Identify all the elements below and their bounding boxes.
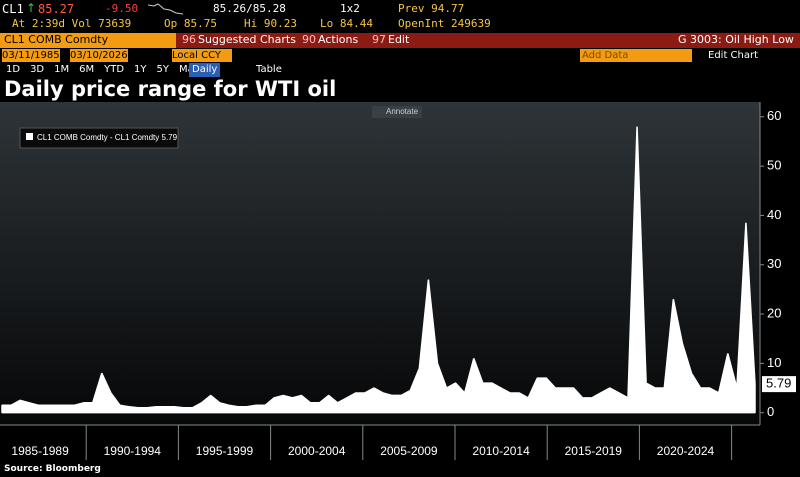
x-tick-label: 2000-2004 — [288, 444, 346, 458]
ticker: CL1 — [2, 2, 24, 16]
x-tick-label: 2020-2024 — [657, 444, 715, 458]
toolbar — [0, 33, 800, 48]
chart-name: G 3003: Oil High Low — [678, 33, 794, 46]
annotate-button[interactable] — [372, 106, 422, 118]
y-tick-label: 10 — [767, 355, 781, 370]
legend-name: CL1 COMB Comdty - CL1 Comdty — [37, 133, 159, 142]
menu-number: 97 — [372, 33, 386, 46]
period[interactable]: Daily — [189, 63, 221, 77]
sparkline — [148, 3, 184, 15]
range-button[interactable]: 6M — [79, 64, 95, 75]
x-tick-label: 1990-1994 — [104, 444, 162, 458]
x-tick-label: 1995-1999 — [196, 444, 254, 458]
last-value-tag — [762, 376, 796, 393]
range-buttons: 1D3D1M6MYTD1Y5YMax — [6, 63, 210, 77]
bid-ask: 85.26/85.28 — [213, 2, 286, 15]
area — [1, 126, 756, 414]
low: Lo 84.44 — [320, 17, 373, 30]
range-button[interactable]: YTD — [104, 64, 125, 75]
menu-number: 90 — [302, 33, 316, 46]
legend-value: 5.79 — [162, 133, 178, 142]
x-tick-label: 1985-1989 — [11, 444, 69, 458]
y-tick-label: 20 — [767, 305, 781, 320]
x-tick-label: 2010-2014 — [472, 444, 530, 458]
range-button[interactable]: 3D — [30, 64, 45, 75]
y-tick-label: 0 — [767, 404, 774, 419]
menu-suggested-charts[interactable]: Suggested Charts — [198, 33, 296, 46]
last-value-label: 5.79 — [766, 376, 791, 391]
prev: Prev 94.77 — [398, 2, 465, 15]
y-tick-label: 30 — [767, 256, 781, 271]
y-tick-label: 40 — [767, 207, 781, 222]
y-tick-label: 50 — [767, 158, 781, 173]
x-tick-label: 2005-2009 — [380, 444, 438, 458]
high: Hi 90.23 — [244, 17, 297, 30]
legend-swatch — [26, 133, 33, 140]
range-button[interactable]: 1M — [54, 64, 70, 75]
chart-title: Daily price range for WTI oil — [4, 77, 337, 101]
open: Op 85.75 — [164, 17, 217, 30]
annotate-label: Annotate — [386, 107, 419, 116]
menu-edit[interactable]: Edit — [388, 33, 410, 46]
open-interest: OpenInt 249639 — [398, 17, 491, 30]
start-date[interactable]: 03/11/1985 — [2, 49, 60, 62]
security-field[interactable]: CL1 COMB Comdty — [0, 33, 176, 48]
arrow: ↑ — [26, 1, 37, 15]
chart: Annotate CL1 COMB Comdty - CL1 Comdty 5.… — [0, 102, 796, 460]
menu-number: 96 — [182, 33, 196, 46]
table-button[interactable]: Table — [256, 64, 282, 75]
source: Source: Bloomberg — [4, 464, 101, 474]
currency[interactable]: Local CCY — [172, 49, 232, 62]
menu-actions[interactable]: Actions — [318, 33, 359, 46]
x-tick-label: 2015-2019 — [565, 444, 623, 458]
legend-entry: CL1 COMB Comdty - CL1 Comdty 5.79 — [37, 133, 178, 142]
range-button[interactable]: 1Y — [134, 64, 147, 75]
size: 1x2 — [340, 2, 360, 15]
change: -9.50 — [105, 2, 139, 15]
y-tick-label: 60 — [767, 108, 781, 123]
range-button[interactable]: 1D — [6, 64, 21, 75]
add-data[interactable]: Add Data — [580, 49, 692, 62]
time-volume: At 2:39d Vol 73639 — [12, 17, 132, 30]
range-button[interactable]: 5Y — [156, 64, 170, 75]
legend-box — [19, 127, 179, 149]
end-date[interactable]: 03/10/2026 — [70, 49, 128, 62]
edit-chart[interactable]: Edit Chart — [708, 50, 759, 61]
last-price: 85.27 — [38, 2, 75, 16]
